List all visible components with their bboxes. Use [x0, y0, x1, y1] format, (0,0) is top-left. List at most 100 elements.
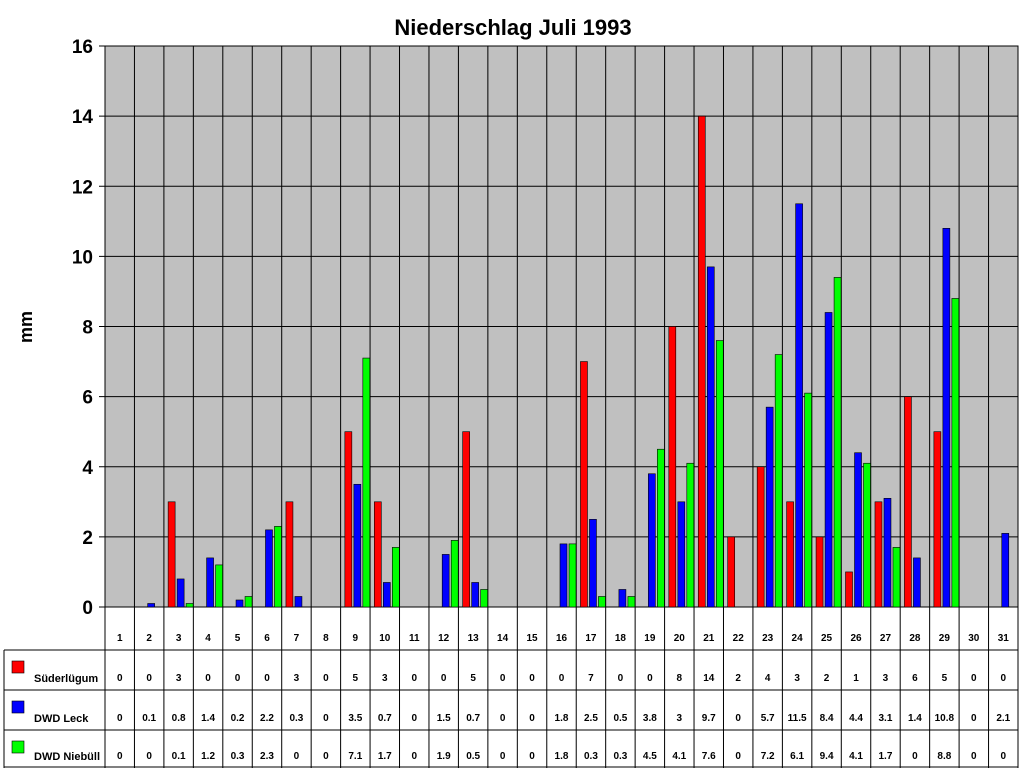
- category-label: 5: [235, 633, 241, 644]
- category-label: 3: [176, 633, 182, 644]
- data-label: 4.1: [849, 751, 863, 762]
- bar: [824, 312, 833, 608]
- data-label: 0.5: [466, 751, 480, 762]
- data-label: 8.8: [937, 751, 951, 762]
- data-label: 8: [677, 673, 683, 684]
- data-label: 2: [735, 673, 741, 684]
- data-label: 0.3: [231, 751, 245, 762]
- bar: [235, 599, 244, 608]
- category-label: 26: [850, 633, 862, 644]
- bar: [765, 406, 774, 608]
- data-label: 0: [294, 751, 300, 762]
- data-label: 0: [323, 751, 329, 762]
- data-label: 3.5: [348, 713, 362, 724]
- bar: [677, 501, 686, 608]
- category-label: 16: [556, 633, 568, 644]
- data-label: 4.1: [672, 751, 686, 762]
- data-label: 0.7: [378, 713, 392, 724]
- bar: [942, 228, 951, 608]
- data-label: 14: [703, 673, 715, 684]
- bar: [874, 501, 883, 608]
- data-label: 1.8: [555, 751, 569, 762]
- data-label: 3: [382, 673, 388, 684]
- data-label: 7.2: [761, 751, 775, 762]
- data-label: 1.4: [908, 713, 922, 724]
- data-label: 0: [735, 713, 741, 724]
- data-label: 0: [146, 673, 152, 684]
- bar: [147, 603, 155, 608]
- category-label: 14: [497, 633, 509, 644]
- bar: [833, 277, 842, 608]
- data-label: 1.7: [378, 751, 392, 762]
- data-label: 10.8: [935, 713, 955, 724]
- data-label: 0: [235, 673, 241, 684]
- y-tick-label: 2: [82, 528, 93, 549]
- data-label: 5.7: [761, 713, 775, 724]
- category-label: 10: [379, 633, 391, 644]
- data-label: 0: [411, 713, 417, 724]
- category-label: 11: [409, 633, 420, 644]
- data-label: 0: [500, 713, 506, 724]
- category-label: 29: [939, 633, 951, 644]
- data-label: 0.1: [172, 751, 186, 762]
- data-label: 0: [529, 673, 535, 684]
- data-label: 3: [794, 673, 800, 684]
- category-label: 31: [998, 633, 1010, 644]
- data-label: 0: [441, 673, 447, 684]
- bar: [795, 203, 803, 608]
- category-label: 8: [323, 633, 329, 644]
- data-label: 1.7: [879, 751, 893, 762]
- bar: [756, 466, 765, 608]
- data-label: 0: [323, 673, 329, 684]
- category-label: 19: [644, 633, 656, 644]
- data-label: 4.5: [643, 751, 657, 762]
- bar: [892, 547, 901, 608]
- data-label: 0: [735, 751, 741, 762]
- data-label: 0: [912, 751, 918, 762]
- data-label: 9.4: [820, 751, 834, 762]
- legend-label: Süderlügum: [34, 673, 98, 685]
- bar: [727, 536, 736, 608]
- data-label: 0: [971, 751, 977, 762]
- data-label: 2.2: [260, 713, 274, 724]
- data-label: 0: [264, 673, 270, 684]
- y-axis-label: mm: [16, 311, 36, 343]
- legend-label: DWD Leck: [34, 713, 89, 725]
- category-label: 23: [762, 633, 774, 644]
- bar: [176, 578, 185, 608]
- data-label: 0: [323, 713, 329, 724]
- category-label: 30: [968, 633, 980, 644]
- category-label: 27: [880, 633, 892, 644]
- category-label: 20: [674, 633, 686, 644]
- data-label: 0: [529, 751, 535, 762]
- data-label: 0: [500, 751, 506, 762]
- bar: [904, 396, 912, 608]
- bar: [913, 557, 921, 608]
- data-label: 0.7: [466, 713, 480, 724]
- data-label: 0: [117, 673, 123, 684]
- bar: [804, 392, 812, 608]
- bar: [648, 473, 656, 608]
- bar: [815, 536, 824, 608]
- data-label: 9.7: [702, 713, 716, 724]
- bar: [215, 564, 223, 608]
- data-label: 0.2: [231, 713, 245, 724]
- bars: [147, 115, 1010, 608]
- bar: [462, 431, 470, 608]
- y-tick-label: 6: [82, 388, 93, 409]
- category-label: 7: [294, 633, 300, 644]
- bar: [715, 340, 724, 608]
- bar: [265, 529, 273, 608]
- legend-swatch: [11, 700, 25, 714]
- data-label: 0.3: [584, 751, 598, 762]
- bar: [285, 501, 294, 608]
- bar: [627, 596, 636, 608]
- category-label: 1: [117, 633, 123, 644]
- category-label: 12: [438, 633, 450, 644]
- category-label: 28: [909, 633, 921, 644]
- data-label: 2.1: [996, 713, 1010, 724]
- data-label: 0: [117, 713, 123, 724]
- data-label: 3.1: [879, 713, 893, 724]
- bar: [167, 501, 176, 608]
- data-label: 3: [677, 713, 683, 724]
